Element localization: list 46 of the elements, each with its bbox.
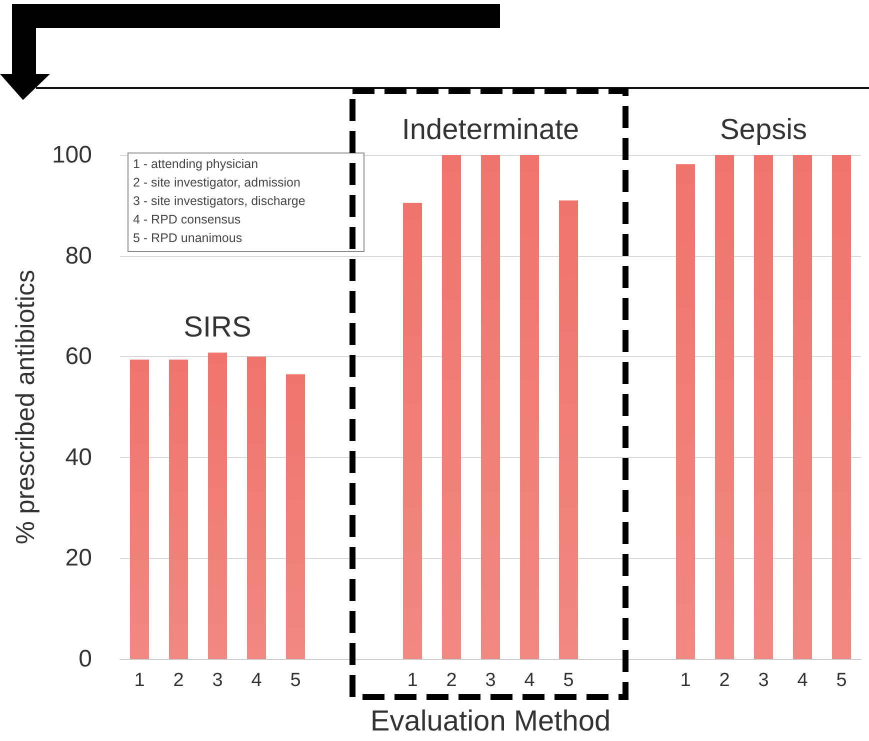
x-tick-label: 2 [446,670,457,691]
y-tick-label: 0 [78,646,92,672]
bar [715,155,734,659]
bar [832,155,851,659]
x-tick-label: 1 [680,670,691,691]
bar [676,164,695,659]
x-tick-label: 5 [563,670,574,691]
x-tick-label: 4 [524,670,536,691]
x-tick-label: 5 [290,670,301,691]
y-tick-label: 60 [65,343,92,370]
text: Sepsis [720,114,808,146]
x-tick-label: 4 [251,670,262,691]
annotation: 5 - RPD unanimous [133,231,242,245]
annotation: 4 - RPD consensus [133,212,241,226]
bar [130,360,149,659]
x-tick-label: 3 [485,670,496,691]
annotation: 3 - site investigators, discharge [133,194,306,208]
x-tick-label: 2 [173,670,184,691]
bar [403,202,422,659]
y-tick-label: 40 [65,444,92,471]
y-tick-label: 20 [65,544,92,572]
x-axis-title: Evaluation Method [370,706,611,738]
annotation: 1 - attending physician [133,157,258,171]
x-tick-label: 3 [212,670,223,691]
x-tick-label: 5 [836,670,847,691]
x-tick-label: 1 [134,670,145,691]
x-tick-label: 3 [758,670,769,691]
bar [481,155,500,659]
bar [169,360,188,659]
x-tick-label: 2 [719,670,730,691]
y-tick-label: 80 [65,242,92,270]
y-axis-title: % prescribed antibiotics [10,270,40,544]
annotation: 2 - site investigator, admission [133,176,300,190]
x-tick-label: 4 [797,670,808,691]
bar [208,352,227,659]
bar [754,155,773,659]
bar [442,155,461,659]
text: Indeterminate [402,114,580,146]
bar [520,155,539,659]
bar [559,200,578,659]
bar [793,155,812,659]
y-tick-label: 100 [52,142,92,168]
annotation: SIRS [184,312,252,344]
bar [286,374,305,659]
x-tick-label: 1 [407,670,418,691]
bar [247,356,266,659]
